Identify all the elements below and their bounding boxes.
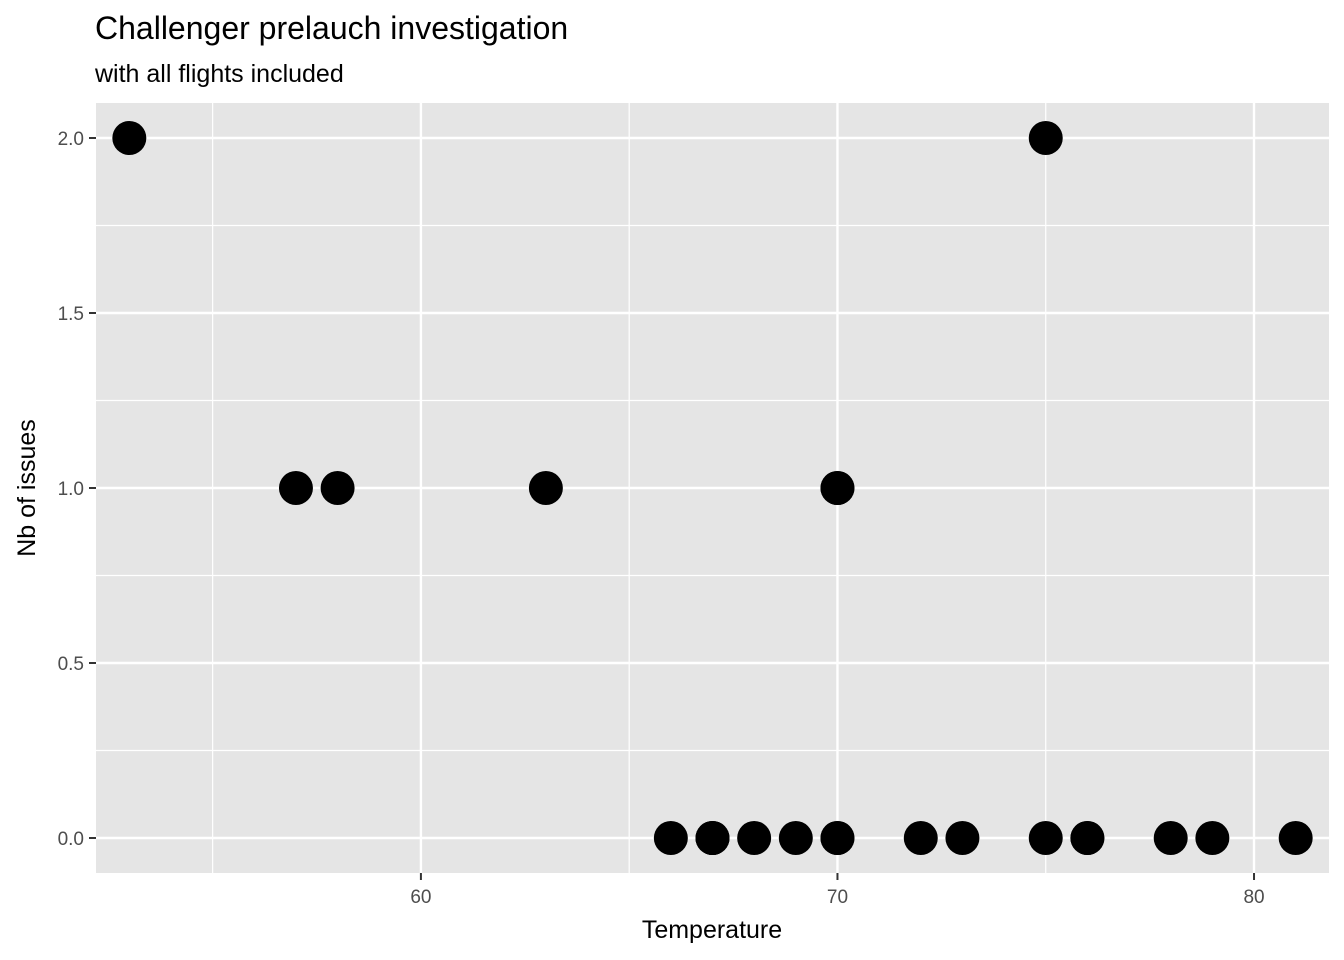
data-point	[112, 121, 147, 155]
y-tick-label: 0.0	[58, 829, 84, 850]
data-point	[278, 471, 313, 505]
y-axis-title: Nb of issues	[13, 419, 41, 557]
data-point	[320, 471, 355, 505]
data-point	[695, 821, 730, 855]
data-points	[112, 121, 1313, 855]
data-point	[1278, 821, 1313, 855]
data-point	[820, 821, 855, 855]
chart-subtitle: with all flights included	[94, 60, 344, 88]
data-point	[1028, 821, 1063, 855]
x-tick-label: 60	[410, 887, 431, 908]
data-point	[820, 471, 855, 505]
data-point	[737, 821, 772, 855]
data-point	[653, 821, 688, 855]
data-point	[1195, 821, 1230, 855]
data-point	[1153, 821, 1188, 855]
x-tick-label: 80	[1243, 887, 1264, 908]
chart-title: Challenger prelauch investigation	[95, 10, 568, 46]
data-point	[778, 821, 813, 855]
y-tick-label: 1.5	[58, 304, 84, 325]
y-tick-label: 1.0	[58, 479, 84, 500]
y-axis: 0.0 0.5 1.0 1.5 2.0	[58, 129, 96, 850]
y-tick-label: 2.0	[58, 129, 84, 150]
y-tick-label: 0.5	[58, 654, 84, 675]
data-point	[903, 821, 938, 855]
x-axis: 60 70 80	[410, 873, 1265, 908]
x-axis-title: Temperature	[642, 916, 782, 944]
data-point	[1070, 821, 1105, 855]
data-point	[528, 471, 563, 505]
x-tick-label: 70	[827, 887, 848, 908]
data-point	[1028, 121, 1063, 155]
data-point	[945, 821, 980, 855]
